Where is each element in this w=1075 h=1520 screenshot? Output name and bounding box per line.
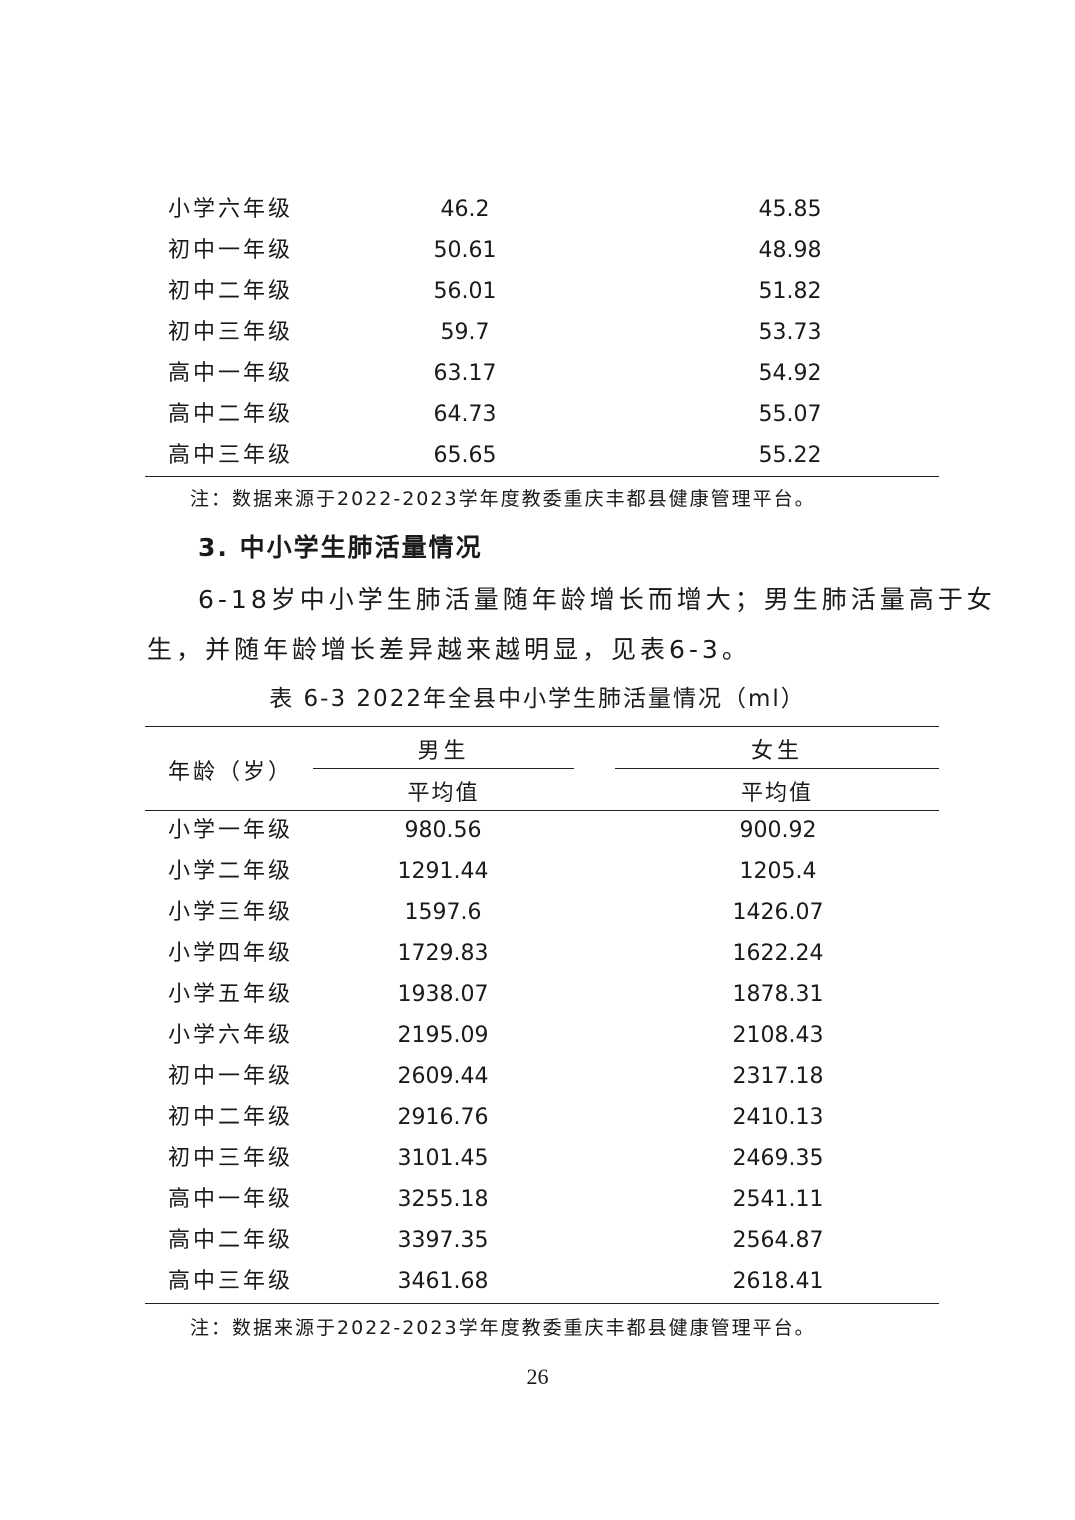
grade-cell: 小学六年级 [168,1023,294,1048]
female-value: 2317.18 [732,1064,824,1089]
female-value: 55.22 [758,443,822,468]
table-row: 小学三年级 1597.6 1426.07 [145,892,939,933]
grade-cell: 小学五年级 [168,982,294,1007]
female-value: 2469.35 [732,1146,824,1171]
male-value: 3101.45 [397,1146,489,1171]
female-value: 53.73 [758,320,822,345]
grade-cell: 初中一年级 [168,1064,294,1089]
header-age: 年龄（岁） [168,760,294,785]
header-avg-male: 平均值 [407,781,480,806]
female-value: 900.92 [739,818,817,843]
male-value: 3461.68 [397,1269,489,1294]
male-value: 1729.83 [397,941,489,966]
male-value: 3397.35 [397,1228,489,1253]
table-row: 高中三年级 3461.68 2618.41 [145,1261,939,1302]
grade-cell: 初中一年级 [168,238,294,263]
table-note: 注：数据来源于2022-2023学年度教委重庆丰都县健康管理平台。 [190,488,816,510]
section-heading: 3. 中小学生肺活量情况 [198,533,483,562]
female-value: 2618.41 [732,1269,824,1294]
male-value: 1938.07 [397,982,489,1007]
male-value: 1291.44 [397,859,489,884]
grade-cell: 小学二年级 [168,859,294,884]
table-row: 小学二年级 1291.44 1205.4 [145,851,939,892]
female-value: 55.07 [758,402,822,427]
male-value: 64.73 [433,402,497,427]
table-row: 高中三年级 65.65 55.22 [145,435,939,476]
header-rule-male [313,768,574,769]
grade-cell: 初中三年级 [168,320,294,345]
table-row: 高中二年级 64.73 55.07 [145,394,939,435]
male-value: 1597.6 [404,900,482,925]
grade-cell: 高中二年级 [168,402,294,427]
grade-cell: 高中一年级 [168,1187,294,1212]
male-value: 2609.44 [397,1064,489,1089]
male-value: 63.17 [433,361,497,386]
header-female: 女生 [750,739,803,764]
female-value: 2410.13 [732,1105,824,1130]
table-row: 小学四年级 1729.83 1622.24 [145,933,939,974]
female-value: 1622.24 [732,941,824,966]
table-bottom-rule [145,476,939,477]
header-avg-female: 平均值 [740,781,813,806]
grade-cell: 小学四年级 [168,941,294,966]
grade-cell: 小学三年级 [168,900,294,925]
male-value: 3255.18 [397,1187,489,1212]
grade-cell: 小学六年级 [168,197,294,222]
grade-cell: 高中三年级 [168,443,294,468]
female-value: 51.82 [758,279,822,304]
table-bottom-rule [145,1303,939,1304]
header-male: 男生 [417,739,470,764]
grade-cell: 高中一年级 [168,361,294,386]
male-value: 980.56 [404,818,482,843]
grade-cell: 初中二年级 [168,1105,294,1130]
paragraph-line: 6-18岁中小学生肺活量随年龄增长而增大；男生肺活量高于女 [198,585,996,614]
table-row: 初中三年级 59.7 53.73 [145,312,939,353]
male-value: 65.65 [433,443,497,468]
table-row: 初中二年级 2916.76 2410.13 [145,1097,939,1138]
grade-cell: 初中二年级 [168,279,294,304]
table-row: 小学六年级 2195.09 2108.43 [145,1015,939,1056]
male-value: 50.61 [433,238,497,263]
female-value: 1426.07 [732,900,824,925]
male-value: 56.01 [433,279,497,304]
female-value: 1878.31 [732,982,824,1007]
paragraph-line: 生，并随年龄增长差异越来越明显，见表6-3。 [147,635,751,664]
male-value: 2195.09 [397,1023,489,1048]
table-note: 注：数据来源于2022-2023学年度教委重庆丰都县健康管理平台。 [190,1317,816,1339]
male-value: 2916.76 [397,1105,489,1130]
table-row: 小学六年级 46.2 45.85 [145,189,939,230]
table-row: 高中二年级 3397.35 2564.87 [145,1220,939,1261]
table-row: 小学五年级 1938.07 1878.31 [145,974,939,1015]
table-row: 小学一年级 980.56 900.92 [145,810,939,851]
male-value: 46.2 [440,197,490,222]
page-number: 26 [526,1364,549,1389]
table-row: 高中一年级 63.17 54.92 [145,353,939,394]
header-bottom-rule [145,810,939,811]
grade-cell: 小学一年级 [168,818,294,843]
female-value: 2564.87 [732,1228,824,1253]
table-row: 初中二年级 56.01 51.82 [145,271,939,312]
header-rule-female [615,768,939,769]
table-row: 初中一年级 50.61 48.98 [145,230,939,271]
female-value: 48.98 [758,238,822,263]
table-row: 初中三年级 3101.45 2469.35 [145,1138,939,1179]
table-caption: 表 6-3 2022年全县中小学生肺活量情况（ml） [269,686,806,712]
grade-cell: 高中二年级 [168,1228,294,1253]
grade-cell: 初中三年级 [168,1146,294,1171]
female-value: 2541.11 [732,1187,824,1212]
female-value: 45.85 [758,197,822,222]
table-top-rule [145,726,939,727]
table-row: 初中一年级 2609.44 2317.18 [145,1056,939,1097]
female-value: 54.92 [758,361,822,386]
male-value: 59.7 [440,320,490,345]
female-value: 1205.4 [739,859,817,884]
grade-cell: 高中三年级 [168,1269,294,1294]
table-row: 高中一年级 3255.18 2541.11 [145,1179,939,1220]
female-value: 2108.43 [732,1023,824,1048]
